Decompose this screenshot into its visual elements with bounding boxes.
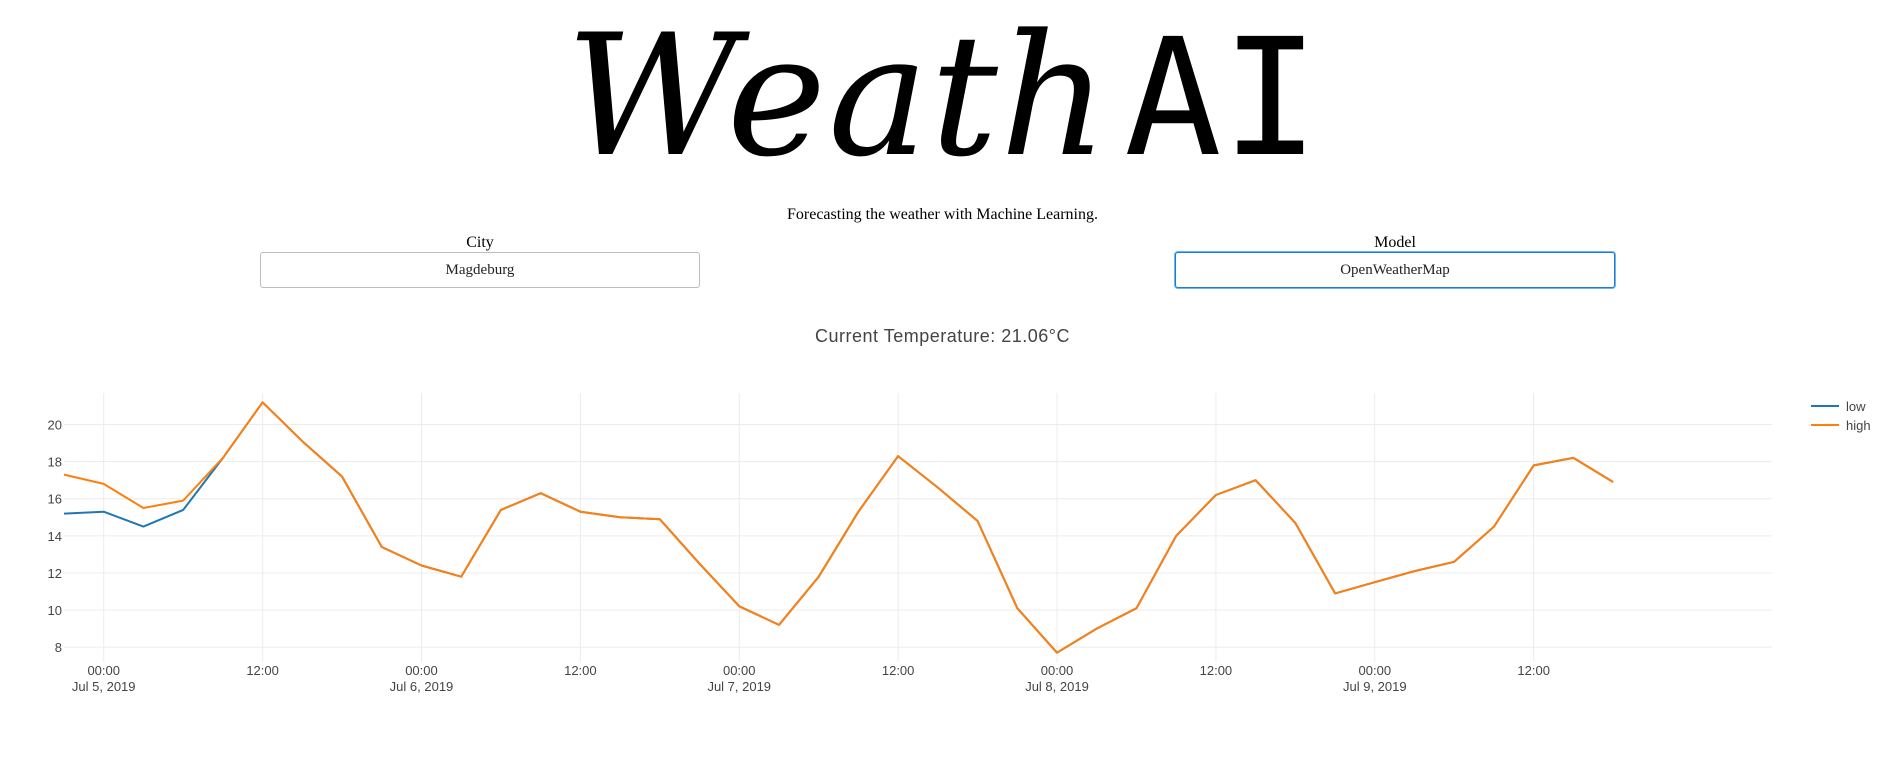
x-tick-label: 12:00	[564, 663, 597, 678]
model-field: Model	[1175, 233, 1615, 288]
x-tick-date-label: Jul 8, 2019	[1025, 679, 1089, 694]
model-input[interactable]	[1175, 252, 1615, 288]
y-grid	[64, 424, 1772, 648]
x-tick-label: 00:00	[723, 663, 756, 678]
series-line-high	[63, 401, 1614, 654]
x-tick-label: 00:00	[87, 663, 120, 678]
legend-item-high[interactable]: high	[1811, 418, 1871, 433]
series-lines	[63, 401, 1614, 654]
x-tick-date-label: Jul 6, 2019	[390, 679, 454, 694]
y-tick-label: 12	[48, 566, 62, 581]
model-label: Model	[1374, 234, 1416, 251]
y-tick-label: 18	[48, 455, 62, 470]
x-tick-date-label: Jul 9, 2019	[1343, 679, 1407, 694]
legend[interactable]: low high	[1811, 399, 1871, 433]
app-subtitle: Forecasting the weather with Machine Lea…	[787, 206, 1098, 223]
x-tick-label: 12:00	[882, 663, 915, 678]
app-title-weath: Weath	[565, 0, 1111, 194]
y-tick-label: 20	[48, 418, 62, 433]
city-field: City	[260, 233, 700, 288]
y-tick-label: 16	[48, 492, 62, 507]
x-tick-label: 12:00	[246, 663, 279, 678]
x-grid	[103, 393, 1535, 662]
y-tick-label: 14	[48, 529, 62, 544]
x-tick-date-label: Jul 5, 2019	[72, 679, 136, 694]
legend-label: high	[1846, 418, 1871, 433]
series-line-low	[63, 401, 1614, 654]
y-tick-label: 10	[48, 603, 62, 618]
legend-label: low	[1846, 399, 1866, 414]
city-input[interactable]	[260, 252, 700, 288]
app-title-ai: AI	[1124, 5, 1320, 193]
current-temperature: Current Temperature: 21.06°C	[815, 326, 1070, 346]
app-title: WeathAI	[0, 0, 1885, 180]
x-tick-label: 00:00	[1041, 663, 1074, 678]
x-tick-label: 12:00	[1517, 663, 1550, 678]
city-label: City	[466, 234, 494, 251]
y-tick-label: 8	[55, 640, 62, 655]
x-tick-label: 00:00	[405, 663, 438, 678]
legend-item-low[interactable]: low	[1811, 399, 1866, 414]
x-tick-date-label: Jul 7, 2019	[707, 679, 771, 694]
y-axis-tick-labels: 8 10 12 14 16 18 20	[48, 418, 62, 656]
x-tick-label: 00:00	[1359, 663, 1392, 678]
x-tick-label: 12:00	[1200, 663, 1233, 678]
